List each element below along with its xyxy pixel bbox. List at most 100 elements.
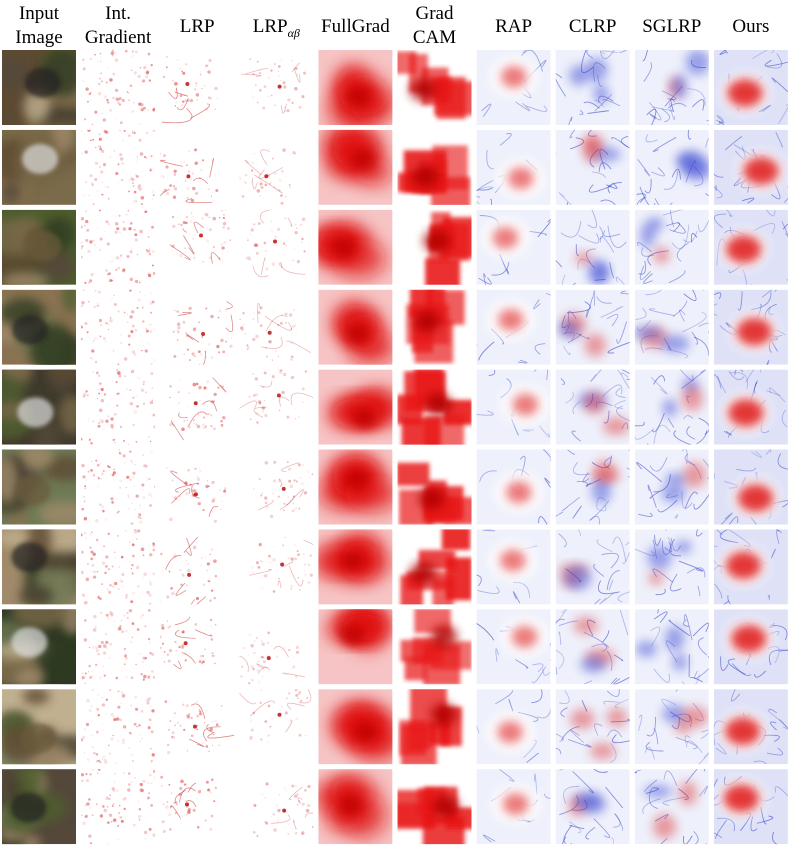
relevance-dot xyxy=(184,659,187,662)
relevance-dot xyxy=(124,651,127,654)
relevance-dot xyxy=(107,532,110,535)
relevance-dot xyxy=(212,654,215,658)
relevance-dot xyxy=(114,58,119,62)
map-bg xyxy=(239,209,314,285)
relevance-dot xyxy=(123,311,126,314)
relevance-dot xyxy=(301,387,305,391)
relevance-dot xyxy=(86,562,90,565)
relevance-dot xyxy=(92,138,95,141)
negative-blob xyxy=(662,704,686,723)
negative-blob xyxy=(569,65,589,86)
relevance-dot xyxy=(120,702,123,704)
relevance-edge xyxy=(290,392,314,406)
map-bg xyxy=(81,50,156,125)
relevance-dot xyxy=(216,97,219,100)
negative-edge xyxy=(634,428,655,440)
relevance-dot xyxy=(123,654,128,658)
relevance-dot xyxy=(115,268,118,271)
relevance-dot xyxy=(249,738,252,741)
negative-edge xyxy=(666,222,681,233)
relevance-dot xyxy=(182,506,184,508)
positive-blob xyxy=(583,134,604,154)
relevance-dot xyxy=(206,380,210,384)
negative-edge xyxy=(533,299,541,310)
relevance-dot xyxy=(140,710,144,713)
saliency-map xyxy=(160,289,235,365)
negative-blob xyxy=(593,84,609,104)
relevance-dot xyxy=(113,412,117,416)
relevance-dot xyxy=(109,752,111,755)
relevance-edge xyxy=(292,819,297,830)
map-bg xyxy=(160,209,235,285)
relevance-dot xyxy=(90,557,94,561)
relevance-dot xyxy=(144,464,148,468)
relevance-dot xyxy=(94,318,96,320)
relevance-dot xyxy=(111,585,115,589)
relevance-dot xyxy=(148,792,150,795)
relevance-dot xyxy=(93,340,95,342)
relevance-dot xyxy=(86,698,90,703)
negative-edge xyxy=(681,449,688,464)
relevance-edge xyxy=(281,264,306,275)
relevance-dot xyxy=(171,249,173,252)
negative-edge xyxy=(716,817,735,832)
saliency-map xyxy=(81,689,156,765)
negative-edge xyxy=(617,591,630,603)
relevance-dot xyxy=(279,835,280,836)
negative-edge xyxy=(681,674,701,685)
relevance-dot xyxy=(96,803,98,805)
relevance-dot xyxy=(166,467,168,469)
negative-edge xyxy=(600,305,624,318)
negative-edge xyxy=(607,181,622,194)
relevance-dot xyxy=(81,326,84,329)
relevance-dot xyxy=(127,321,129,324)
negative-edge xyxy=(657,609,659,614)
relevance-dot xyxy=(145,391,147,394)
relevance-dot xyxy=(151,264,154,267)
relevance-dot xyxy=(284,536,287,539)
relevance-dot xyxy=(261,560,264,563)
negative-edge xyxy=(717,375,727,394)
relevance-dot xyxy=(87,420,90,423)
map-bg xyxy=(160,369,235,445)
relevance-dot xyxy=(302,401,304,404)
negative-edge xyxy=(715,742,727,755)
relevance-dot xyxy=(89,433,92,435)
saliency-map xyxy=(713,209,788,285)
relevance-dot xyxy=(111,473,115,477)
negative-edge xyxy=(663,770,678,786)
relevance-dot xyxy=(141,613,145,617)
relevance-dot xyxy=(88,439,91,442)
image-region xyxy=(23,90,50,123)
relevance-peak xyxy=(277,712,282,717)
relevance-dot xyxy=(91,746,94,749)
relevance-dot xyxy=(91,689,94,691)
saliency-map xyxy=(2,609,76,685)
image-region xyxy=(58,394,76,435)
relevance-dot xyxy=(190,178,193,181)
relevance-dot xyxy=(119,333,122,336)
relevance-dot xyxy=(297,576,300,579)
relevance-dot xyxy=(99,52,102,55)
saliency-map xyxy=(634,369,709,445)
negative-edge xyxy=(670,98,675,112)
relevance-dot xyxy=(132,130,134,132)
map-bg xyxy=(160,129,235,205)
negative-edge xyxy=(590,369,602,382)
negative-blob xyxy=(640,224,656,248)
relevance-dot xyxy=(143,66,147,70)
relevance-dot xyxy=(108,752,111,756)
relevance-dot xyxy=(132,423,135,427)
relevance-dot xyxy=(82,821,86,826)
negative-edge xyxy=(758,104,771,113)
relevance-dot xyxy=(212,743,214,745)
relevance-dot xyxy=(138,281,141,284)
relevance-dot xyxy=(144,294,146,296)
relevance-dot xyxy=(299,588,301,591)
relevance-dot xyxy=(292,259,295,262)
relevance-dot xyxy=(116,404,119,407)
positive-blob xyxy=(511,625,538,648)
negative-edge xyxy=(713,778,720,800)
relevance-dot xyxy=(264,667,267,669)
relevance-dot xyxy=(86,758,90,761)
